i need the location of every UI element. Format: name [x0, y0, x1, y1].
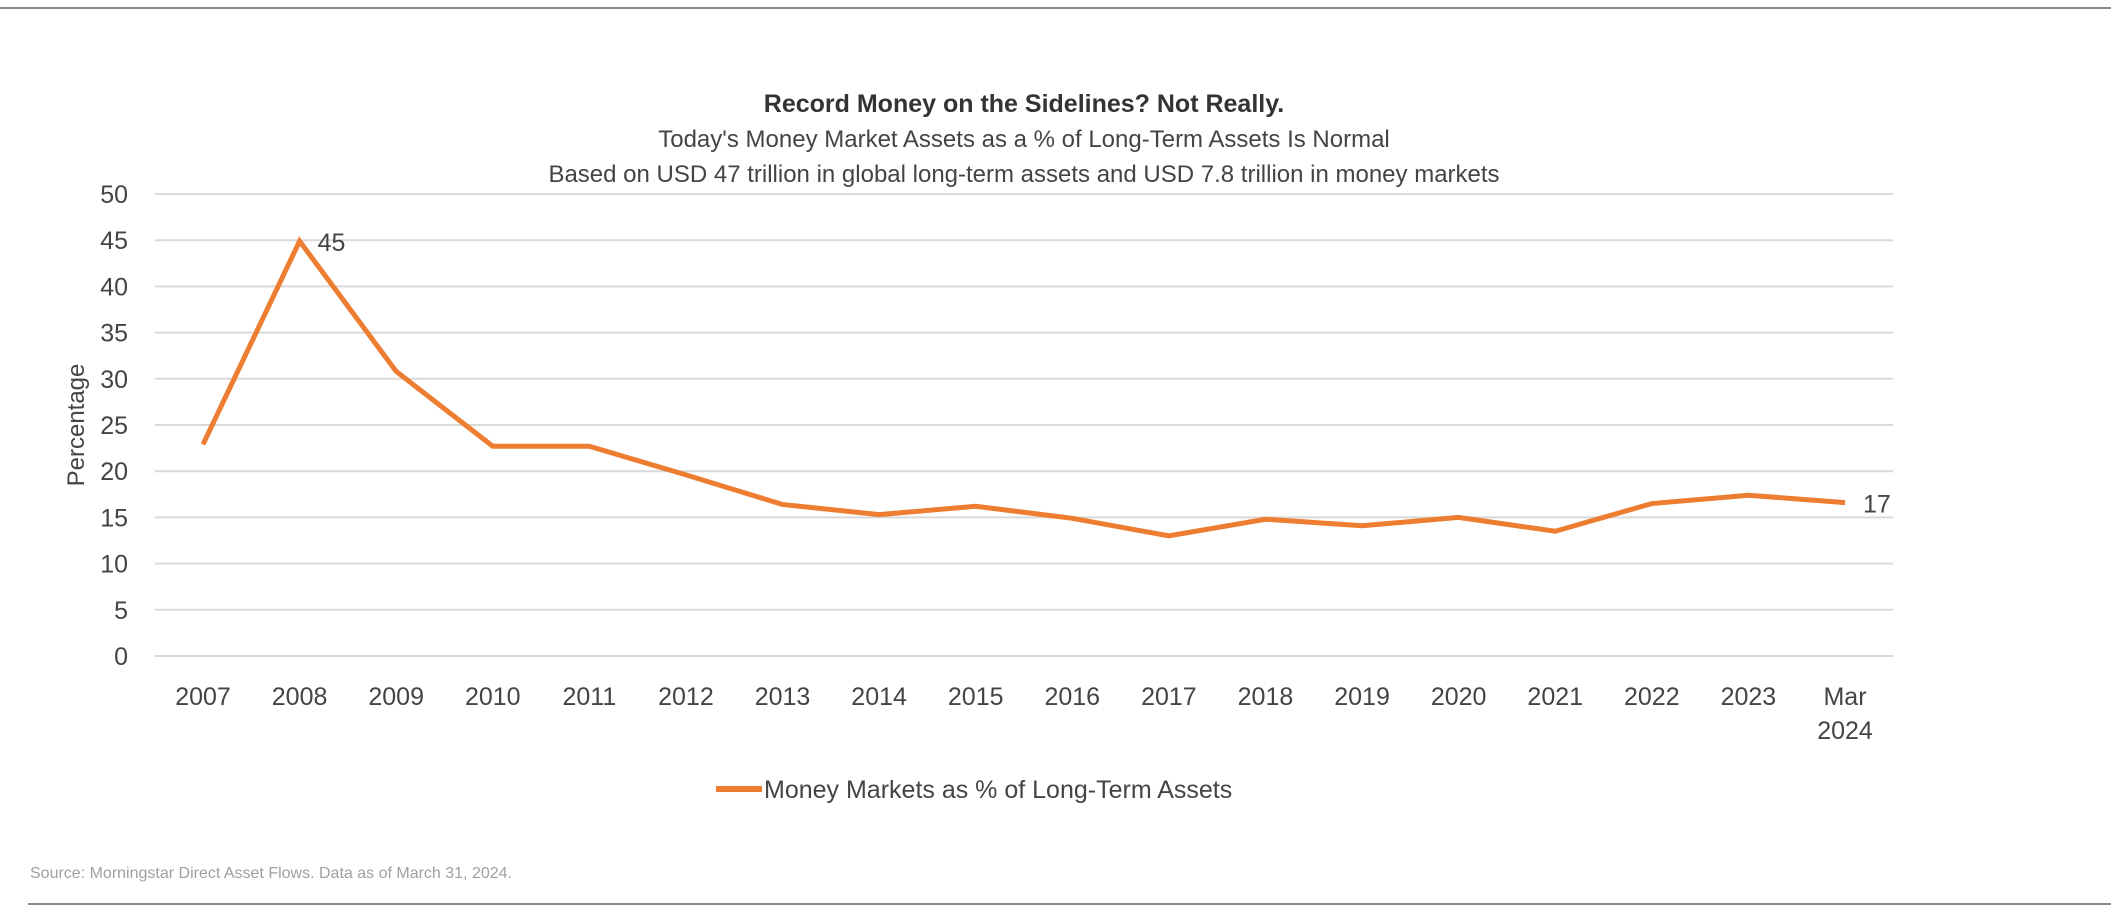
y-tick-label: 20 — [100, 458, 128, 486]
y-tick-label: 10 — [100, 551, 128, 579]
y-tick-label: 5 — [114, 597, 128, 625]
x-axis-ticks: 2007 2008 2009 2010 2011 2012 2013 2014 2015 2016… — [175, 683, 1873, 745]
source-note: Source: Morningstar Direct Asset Flows. … — [30, 865, 512, 882]
y-axis-label: Percentage — [63, 364, 90, 487]
x-tick-label: 2009 — [368, 683, 424, 711]
chart-title: Record Money on the Sidelines? Not Reall… — [764, 90, 1284, 118]
y-tick-label: 50 — [100, 181, 128, 209]
y-tick-label: 0 — [114, 643, 128, 671]
x-tick-label: 2014 — [851, 683, 907, 711]
series-line — [200, 236, 1846, 539]
x-tick-label: 2011 — [562, 683, 616, 711]
y-tick-label: 25 — [100, 412, 128, 440]
x-tick-label: 2018 — [1238, 683, 1294, 711]
x-tick-label: 2016 — [1044, 683, 1100, 711]
legend-label: Money Markets as % of Long-Term Assets — [764, 776, 1232, 804]
x-tick-label: 2012 — [658, 683, 714, 711]
y-tick-label: 40 — [100, 273, 128, 301]
data-label: 17 — [1863, 491, 1891, 519]
x-tick-label: 2019 — [1334, 683, 1390, 711]
x-tick-label: 2007 — [175, 683, 231, 711]
y-axis-ticks: 0 5 10 15 20 25 30 35 40 45 50 — [100, 181, 128, 671]
x-tick-label: 2022 — [1624, 683, 1680, 711]
y-tick-label: 45 — [100, 227, 128, 255]
gridlines — [155, 193, 1893, 657]
chart-subtitle-2: Based on USD 47 trillion in global long-… — [548, 161, 1499, 188]
x-tick-label: 2010 — [465, 683, 521, 711]
data-labels: 45 17 — [318, 229, 1891, 518]
y-tick-label: 35 — [100, 320, 128, 348]
x-tick-label: Mar 2024 — [1817, 683, 1873, 745]
y-tick-label: 15 — [100, 504, 128, 532]
series-lines — [200, 236, 1846, 539]
legend: Money Markets as % of Long-Term Assets — [716, 776, 1232, 804]
x-tick-label: 2021 — [1527, 683, 1583, 711]
x-tick-label: 2013 — [755, 683, 811, 711]
x-tick-label: 2023 — [1721, 683, 1777, 711]
data-label: 45 — [318, 229, 346, 257]
x-tick-label: 2017 — [1141, 683, 1197, 711]
chart-subtitle: Today's Money Market Assets as a % of Lo… — [658, 126, 1390, 153]
x-tick-label: 2020 — [1431, 683, 1487, 711]
x-tick-label: 2015 — [948, 683, 1004, 711]
x-tick-label: 2008 — [272, 683, 328, 711]
y-tick-label: 30 — [100, 366, 128, 394]
